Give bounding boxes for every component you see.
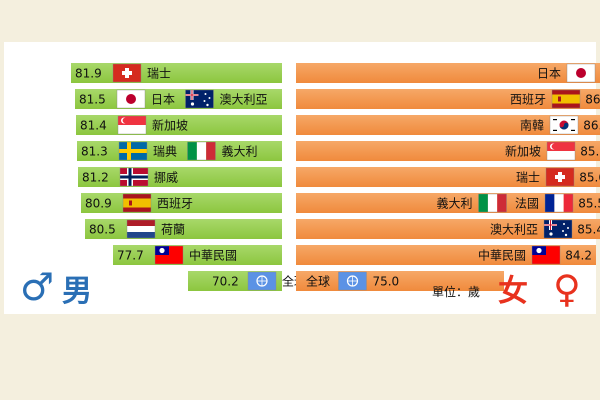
male-value-label: 81.5 bbox=[79, 93, 106, 107]
singapore-flag-icon bbox=[546, 141, 576, 161]
male-value-label: 81.2 bbox=[82, 171, 109, 185]
female-value-label: 86.2 bbox=[585, 93, 600, 107]
female-value-label: 85.7 bbox=[580, 145, 600, 159]
female-country-label: 澳大利亞 bbox=[490, 223, 538, 237]
male-country-label: 荷蘭 bbox=[161, 223, 185, 237]
korea-flag-icon bbox=[549, 115, 579, 135]
female-bar bbox=[296, 193, 600, 213]
female-value-label: 85.5 bbox=[578, 197, 600, 211]
taiwan-flag-icon bbox=[531, 245, 561, 265]
female-country-label: 義大利 bbox=[437, 196, 473, 211]
female-value-label: 85.4 bbox=[577, 223, 600, 237]
switzerland-flag-icon bbox=[545, 167, 575, 187]
female-bar bbox=[296, 115, 600, 135]
france-flag-icon bbox=[544, 193, 574, 213]
female-gender-label: 女 bbox=[498, 274, 528, 309]
male-gender-label: 男 bbox=[62, 274, 92, 309]
male-value-label: 81.3 bbox=[81, 145, 108, 159]
australia-flag-icon bbox=[543, 219, 573, 239]
female-bar bbox=[296, 89, 600, 109]
male-value-label: 77.7 bbox=[117, 249, 144, 263]
female-bar bbox=[296, 167, 600, 187]
female-bar bbox=[296, 63, 600, 83]
switzerland-flag-icon bbox=[112, 63, 142, 83]
female-country-label: 南韓 bbox=[520, 118, 544, 133]
netherlands-flag-icon bbox=[126, 219, 156, 239]
female-bar bbox=[296, 219, 600, 239]
male-country-label: 義大利 bbox=[221, 144, 257, 159]
female-bar bbox=[296, 245, 596, 265]
female-country-label: 全球 bbox=[306, 274, 330, 289]
female-country-label: 瑞士 bbox=[516, 171, 540, 185]
male-country-label: 瑞士 bbox=[147, 67, 171, 81]
sweden-flag-icon bbox=[118, 141, 148, 161]
unit-label: 單位：歲 bbox=[432, 284, 480, 299]
taiwan-flag-icon bbox=[154, 245, 184, 265]
female-bar bbox=[296, 141, 600, 161]
male-country-label: 新加坡 bbox=[152, 118, 188, 133]
spain-flag-icon bbox=[122, 193, 152, 213]
female-country-label: 西班牙 bbox=[510, 93, 546, 107]
female-country-label: 新加坡 bbox=[505, 144, 541, 159]
male-value-label: 70.2 bbox=[212, 275, 239, 289]
male-value-label: 81.9 bbox=[75, 67, 102, 81]
singapore-flag-icon bbox=[117, 115, 147, 135]
male-symbol: ♂ bbox=[20, 265, 54, 309]
female-country-label: 中華民國 bbox=[478, 248, 526, 263]
un-flag-icon bbox=[247, 271, 277, 291]
female-value-label: 75.0 bbox=[372, 275, 399, 289]
male-country-label: 澳大利亞 bbox=[219, 93, 267, 107]
female-country-label: 日本 bbox=[537, 67, 561, 81]
spain-flag-icon bbox=[551, 89, 581, 109]
australia-flag-icon bbox=[185, 89, 214, 109]
female-value-label: 86.0 bbox=[583, 119, 600, 133]
un-flag-icon bbox=[338, 271, 367, 291]
italy-flag-icon bbox=[187, 141, 216, 161]
male-value-label: 80.5 bbox=[89, 223, 116, 237]
male-country-label: 中華民國 bbox=[189, 248, 237, 263]
male-value-label: 80.9 bbox=[85, 197, 112, 211]
male-country-label: 瑞典 bbox=[153, 145, 177, 159]
male-country-label: 西班牙 bbox=[157, 197, 193, 211]
norway-flag-icon bbox=[119, 167, 149, 187]
female-value-label: 84.2 bbox=[565, 249, 592, 263]
japan-flag-icon bbox=[566, 63, 596, 83]
italy-flag-icon bbox=[478, 193, 507, 213]
male-value-label: 81.4 bbox=[80, 119, 107, 133]
male-country-label: 日本 bbox=[151, 93, 175, 107]
female-value-label: 85.6 bbox=[579, 171, 600, 185]
male-bar bbox=[71, 63, 282, 83]
female-symbol: ♀ bbox=[553, 267, 581, 311]
japan-flag-icon bbox=[116, 89, 146, 109]
female-country-label: 法國 bbox=[515, 197, 539, 211]
male-country-label: 挪威 bbox=[154, 171, 178, 185]
